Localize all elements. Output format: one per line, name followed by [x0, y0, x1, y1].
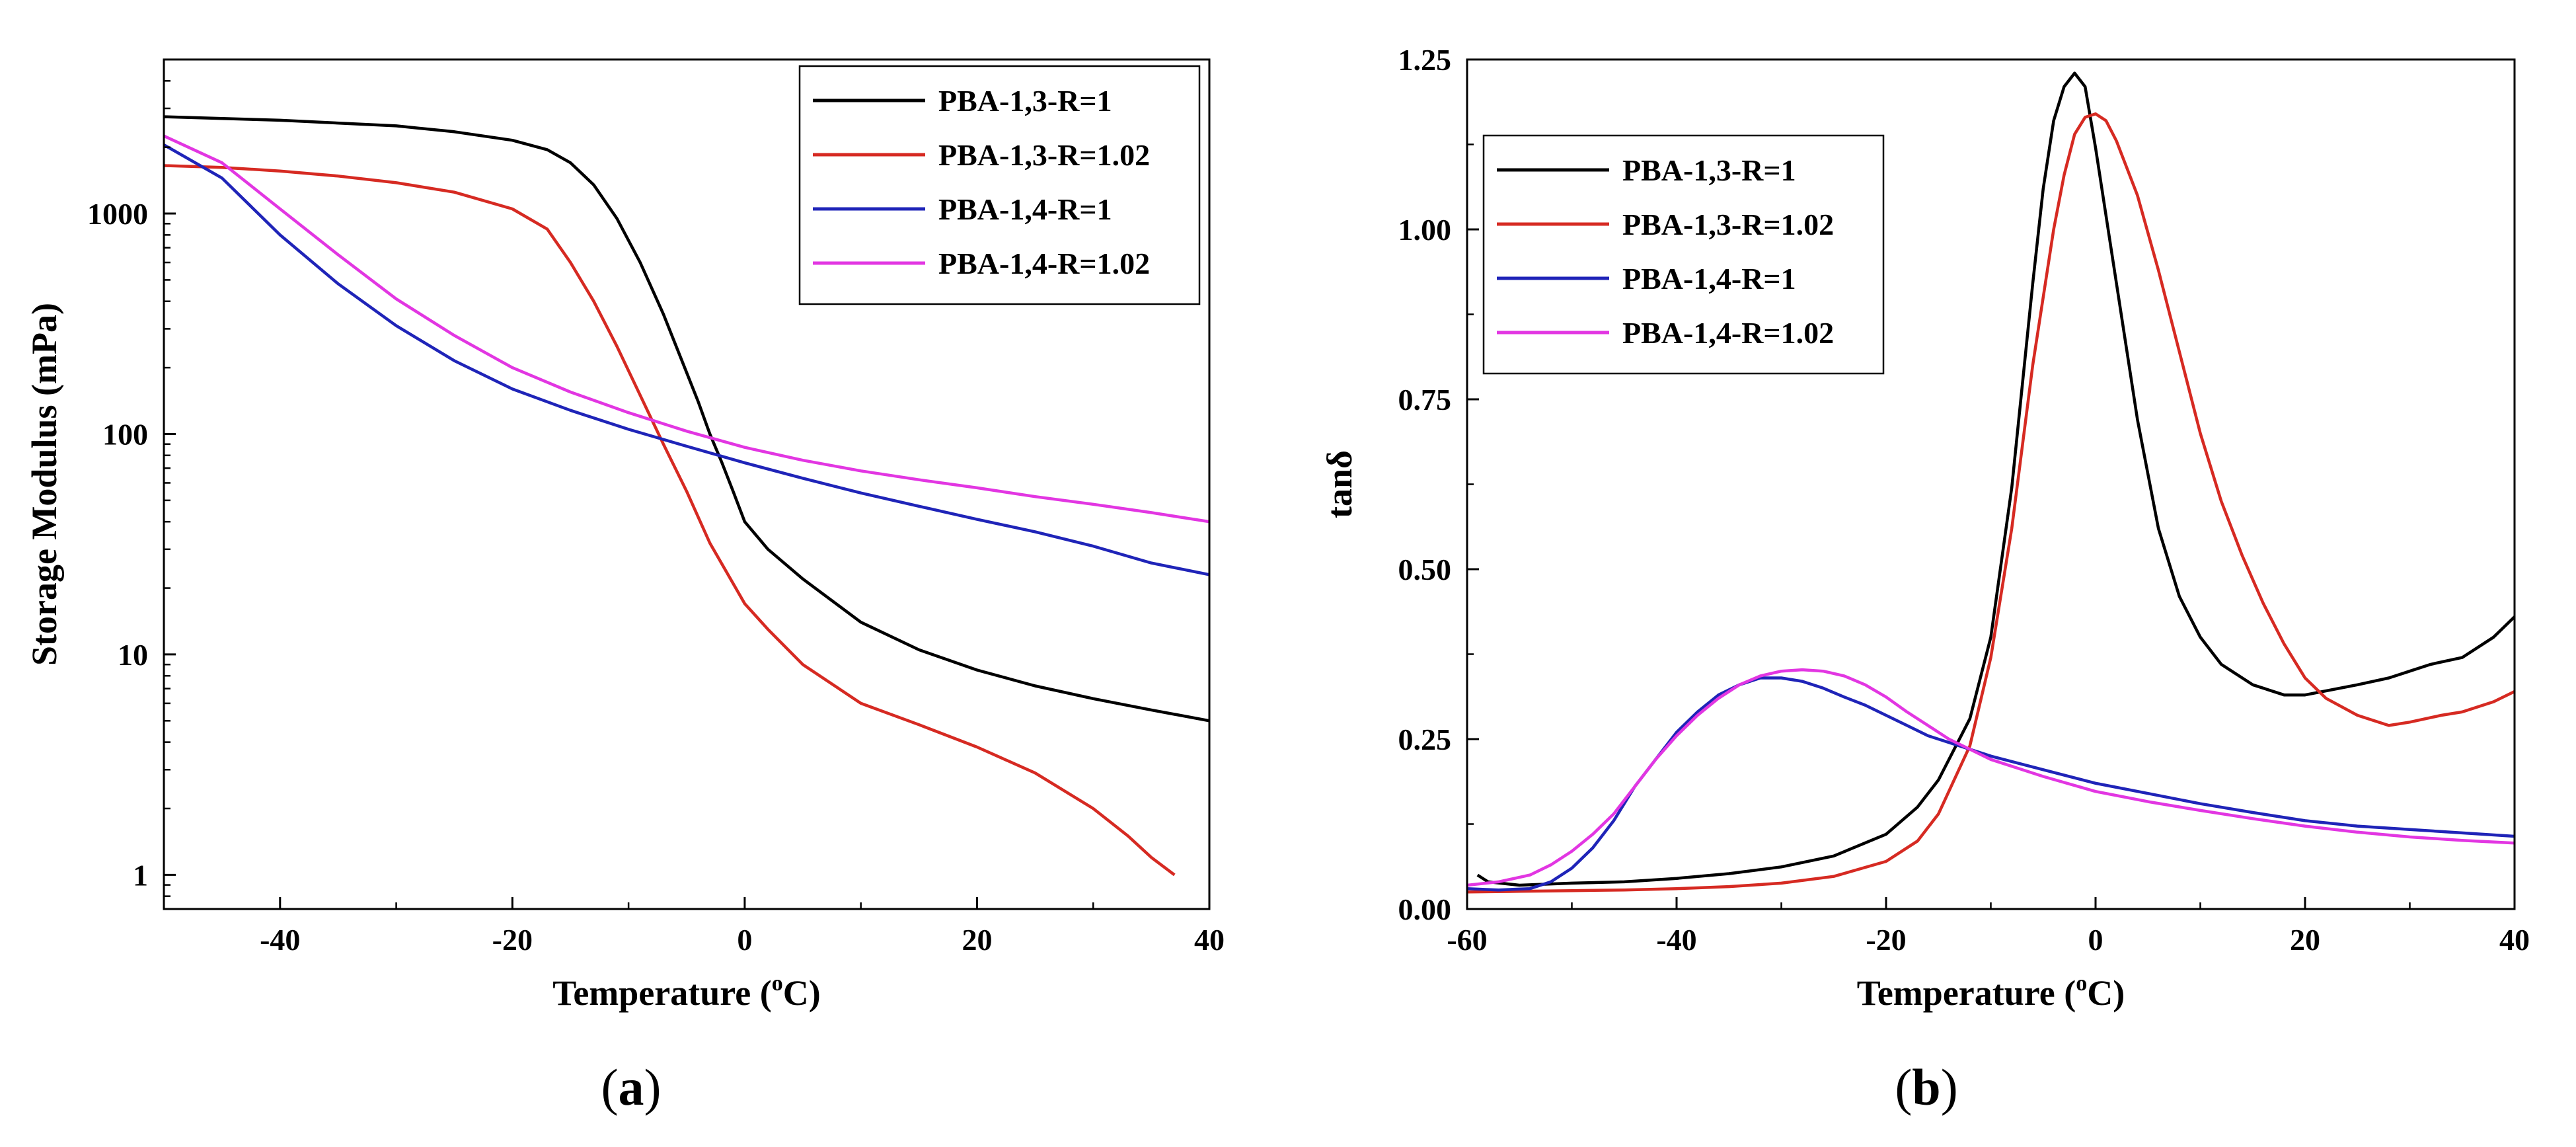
series-line-a-4: [164, 134, 1209, 524]
plot-area-b: [1467, 71, 2515, 894]
panel-label-a-letter: a: [618, 1058, 644, 1116]
x-tick-label-a-2: 0: [737, 923, 752, 957]
x-tick-label-b-4: 20: [2290, 923, 2320, 957]
x-tick-label-b-0: -60: [1447, 923, 1487, 957]
legend-label-a-3: PBA-1,4-R=1: [938, 192, 1112, 226]
x-tick-label-a-1: -20: [492, 923, 533, 957]
series-line-b-2: [1467, 112, 2515, 894]
x-tick-label-a-4: 40: [1194, 923, 1225, 957]
x-axis-label-a: Temperature (oC): [552, 971, 820, 1013]
x-tick-label-b-5: 40: [2499, 923, 2530, 957]
legend-label-a-2: PBA-1,3-R=1.02: [938, 138, 1150, 172]
y-axis-label-a: Storage Modulus (mPa): [24, 303, 64, 666]
legend-label-a-4: PBA-1,4-R=1.02: [938, 247, 1150, 280]
series-line-b-4: [1467, 668, 2515, 887]
y-tick-label-b-2: 0.50: [1398, 553, 1452, 586]
series-line-a-2: [164, 164, 1176, 877]
y-tick-label-b-3: 0.75: [1398, 383, 1452, 416]
x-axis-label-unit-a: C): [783, 973, 821, 1013]
panel-label-b: (b): [1895, 1058, 1958, 1116]
legend-label-b-3: PBA-1,4-R=1: [1622, 262, 1796, 296]
x-tick-label-b-2: -20: [1866, 923, 1906, 957]
y-tick-label-b-0: 0.00: [1398, 892, 1452, 926]
x-axis-label-sup-b: o: [2076, 971, 2087, 996]
panel-label-b-letter: b: [1912, 1058, 1941, 1116]
chart-panel-a: -40 -20 0 20 40 1 10 100 1000 Temperature (oC) Sto…: [24, 58, 1225, 1013]
y-tick-label-a-1: 10: [118, 638, 148, 672]
legend-b: PBA-1,3-R=1 PBA-1,3-R=1.02 PBA-1,4-R=1 PBA-…: [1482, 134, 1885, 375]
legend-label-b-1: PBA-1,3-R=1: [1622, 153, 1796, 187]
y-tick-label-b-1: 0.25: [1398, 723, 1452, 756]
legend-label-b-4: PBA-1,4-R=1.02: [1622, 316, 1834, 350]
y-tick-label-a-3: 1000: [87, 197, 148, 231]
panel-label-a: (a): [601, 1058, 662, 1116]
y-axis-label-b: tanδ: [1320, 450, 1359, 518]
x-tick-label-a-0: -40: [260, 923, 300, 957]
y-tick-label-b-5: 1.25: [1398, 43, 1452, 77]
legend-label-b-2: PBA-1,3-R=1.02: [1622, 208, 1834, 241]
x-axis-label-sup-a: o: [772, 971, 783, 996]
series-line-b-1: [1476, 71, 2515, 887]
chart-panel-b: -60 -40 -20 0 20 40 0.00 0.25 0.50 0.75 1.00 1.25 Te…: [1320, 43, 2530, 1013]
legend-label-a-1: PBA-1,3-R=1: [938, 84, 1112, 118]
series-line-b-3: [1467, 676, 2515, 892]
x-axis-label-b: Temperature (oC): [1857, 971, 2125, 1013]
legend-a: PBA-1,3-R=1 PBA-1,3-R=1.02 PBA-1,4-R=1 PBA-…: [798, 65, 1201, 305]
x-axis-label-text-b: Temperature (: [1857, 973, 2076, 1013]
x-tick-label-b-3: 0: [2088, 923, 2103, 957]
y-tick-label-a-0: 1: [133, 858, 148, 892]
x-tick-label-a-3: 20: [962, 923, 992, 957]
series-line-a-3: [164, 143, 1209, 576]
y-tick-label-b-4: 1.00: [1398, 213, 1452, 247]
x-axis-label-unit-b: C): [2087, 973, 2125, 1013]
series-line-a-1: [164, 115, 1209, 723]
x-axis-label-text-a: Temperature (: [552, 973, 771, 1013]
x-tick-label-b-1: -40: [1656, 923, 1696, 957]
axes-frame-a: [163, 58, 1211, 910]
y-tick-label-a-2: 100: [102, 417, 148, 451]
plot-area-a: [164, 115, 1209, 877]
